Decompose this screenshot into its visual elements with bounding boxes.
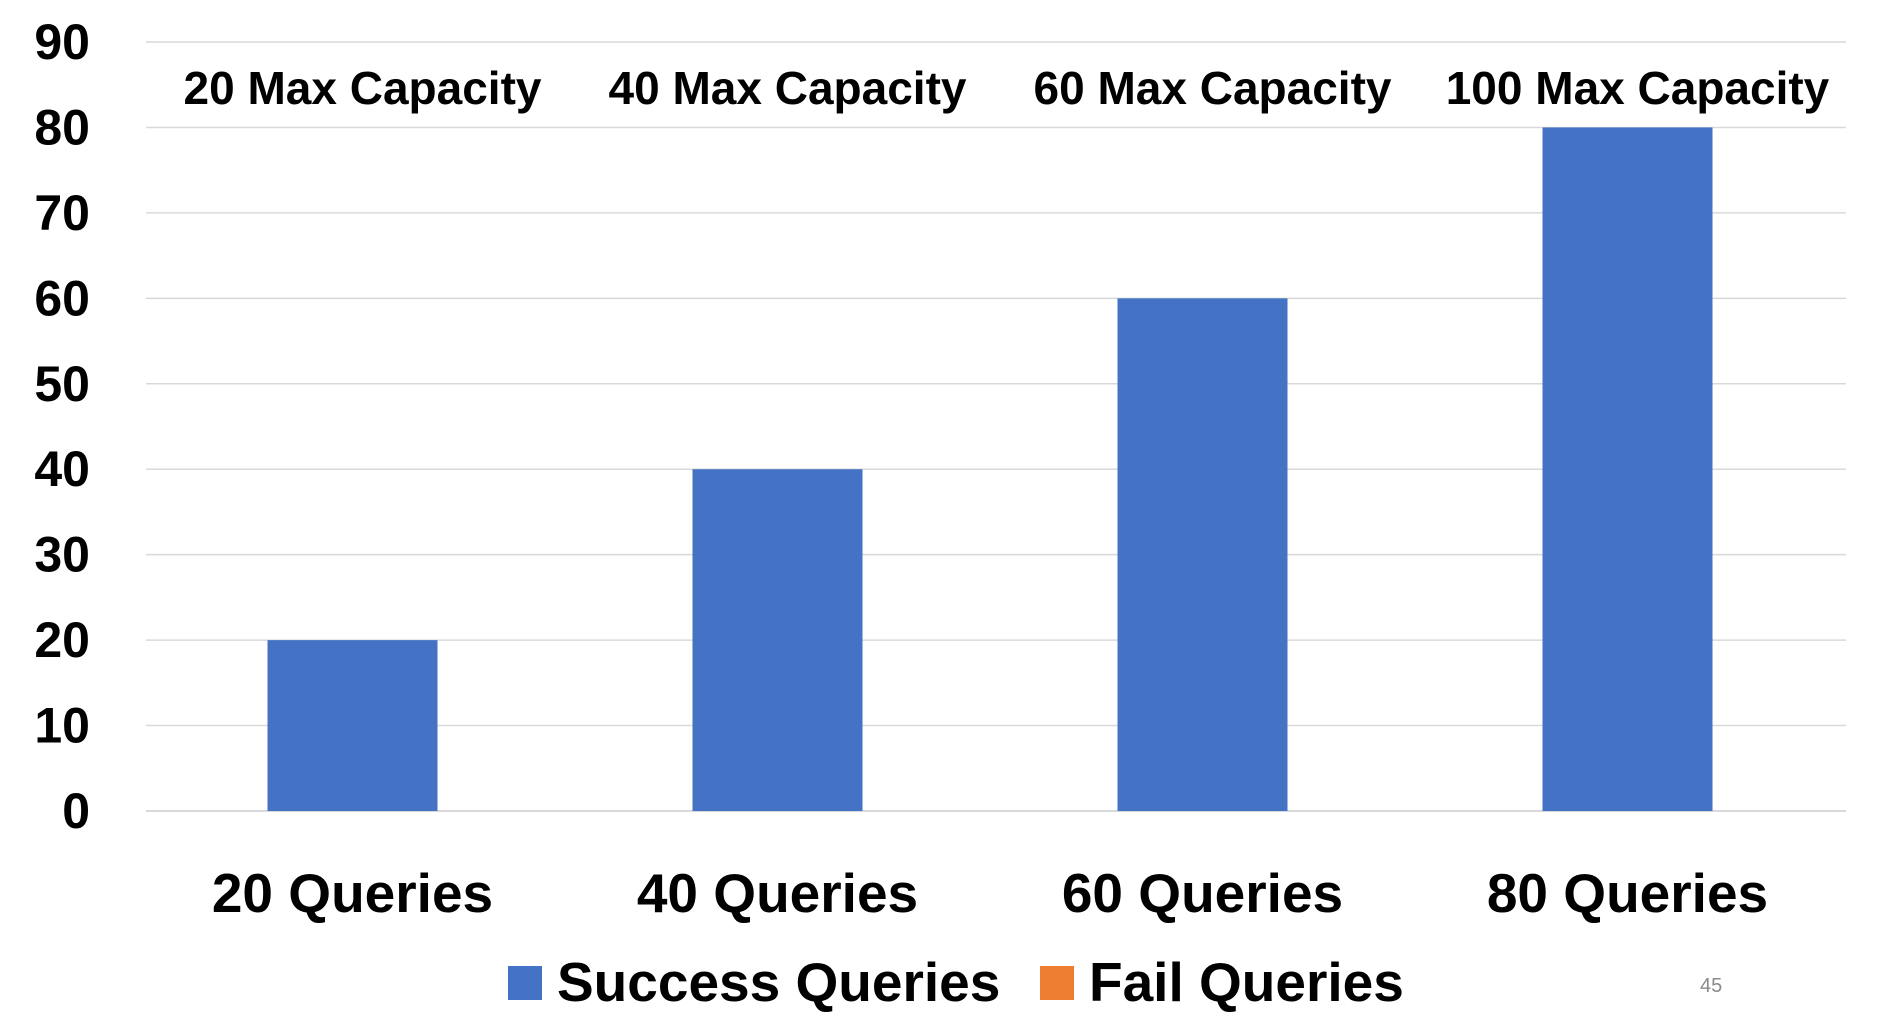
legend-swatch-success	[508, 966, 542, 1000]
y-tick-label: 20	[34, 612, 90, 668]
y-axis-tick-labels: 0 10 20 30 40 50 60 70 80 90	[34, 14, 90, 839]
x-category-label: 20 Queries	[212, 862, 493, 924]
legend-swatch-fail	[1040, 966, 1074, 1000]
y-tick-label: 90	[34, 14, 90, 70]
bar-success-1	[267, 640, 438, 811]
capacity-annotation: 60 Max Capacity	[1034, 62, 1392, 114]
bar-success-3	[1117, 298, 1288, 811]
bar-success-4	[1542, 127, 1713, 811]
capacity-annotations: 20 Max Capacity 40 Max Capacity 60 Max Cap…	[184, 62, 1830, 114]
capacity-annotation: 20 Max Capacity	[184, 62, 542, 114]
x-category-label: 60 Queries	[1062, 862, 1343, 924]
bar-success-2	[692, 469, 863, 811]
bars	[267, 127, 1713, 811]
y-tick-label: 10	[34, 698, 90, 754]
x-axis-category-labels: 20 Queries 40 Queries 60 Queries 80 Queries	[212, 862, 1768, 924]
page-number: 45	[1700, 975, 1722, 997]
legend-label-fail: Fail Queries	[1089, 951, 1404, 1013]
x-category-label: 40 Queries	[637, 862, 918, 924]
y-tick-label: 50	[34, 356, 90, 412]
x-category-label: 80 Queries	[1487, 862, 1768, 924]
capacity-annotation: 100 Max Capacity	[1446, 62, 1830, 114]
legend-label-success: Success Queries	[557, 951, 1000, 1013]
y-tick-label: 30	[34, 527, 90, 583]
y-tick-label: 60	[34, 270, 90, 326]
legend: Success Queries Fail Queries	[508, 951, 1404, 1013]
y-tick-label: 70	[34, 185, 90, 241]
y-tick-label: 40	[34, 441, 90, 497]
capacity-annotation: 40 Max Capacity	[609, 62, 967, 114]
y-tick-label: 0	[62, 783, 90, 839]
y-tick-label: 80	[34, 99, 90, 155]
